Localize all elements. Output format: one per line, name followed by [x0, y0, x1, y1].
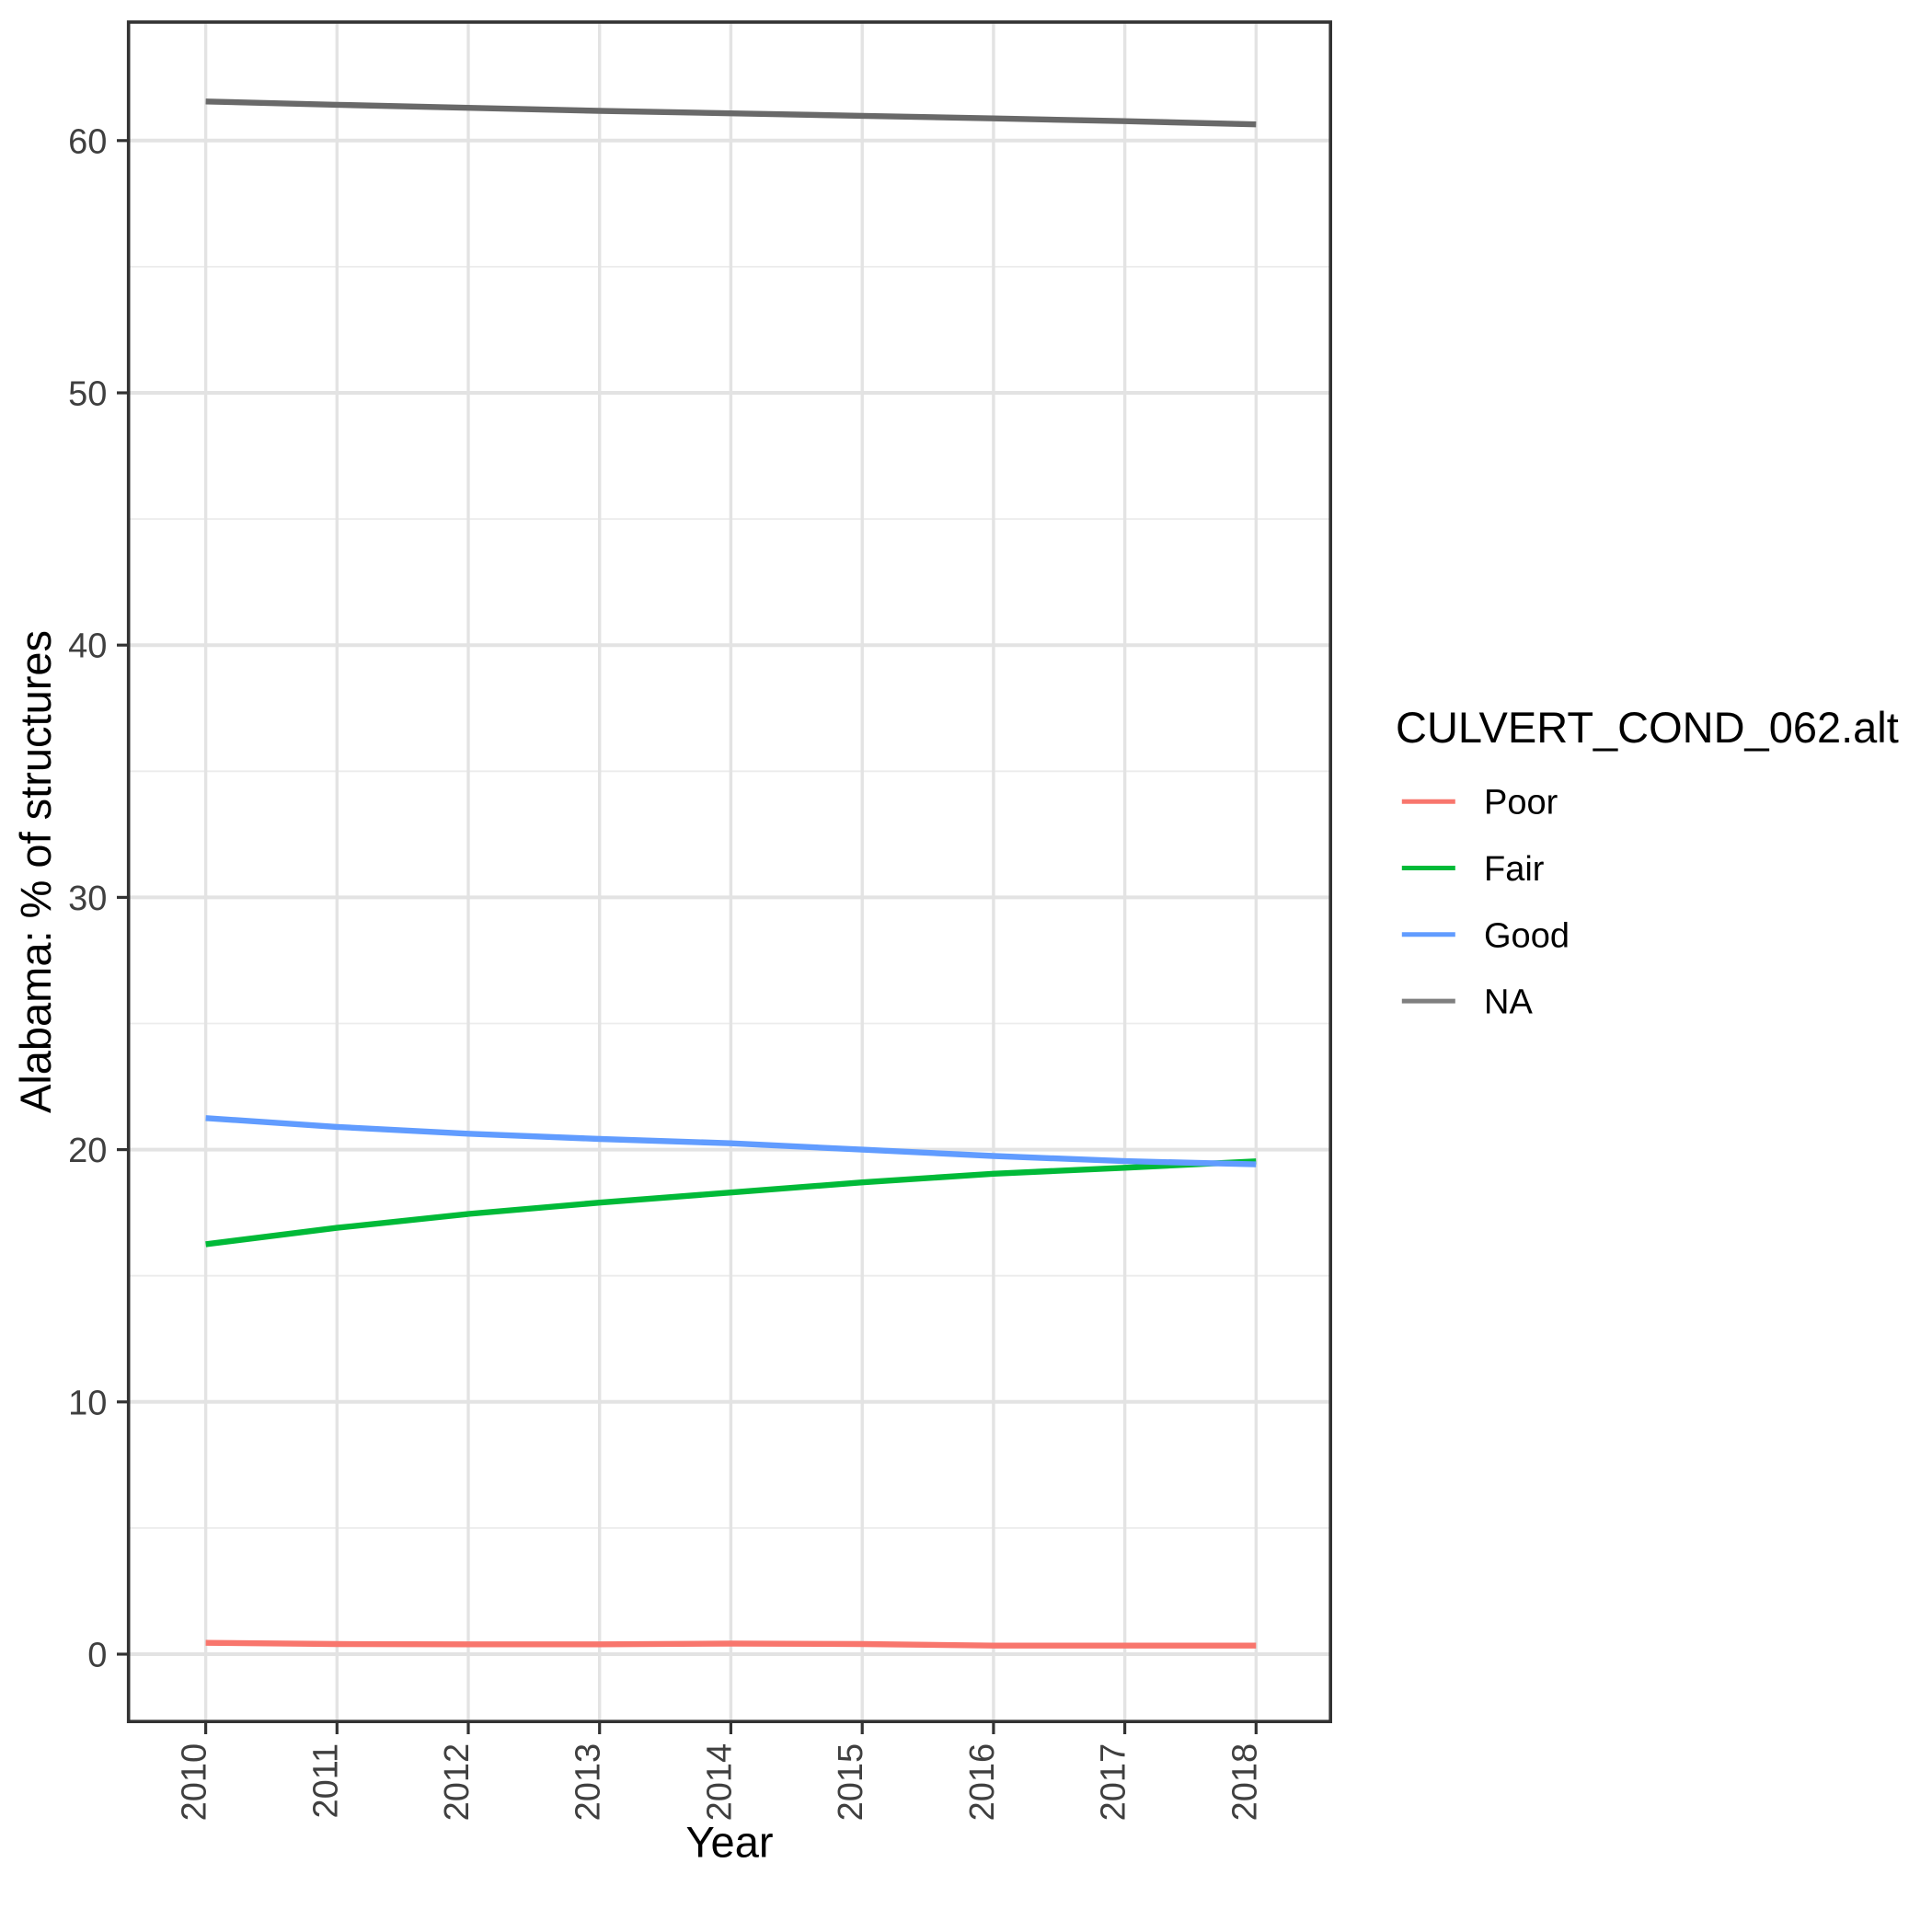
svg-text:50: 50	[68, 375, 107, 414]
svg-text:2013: 2013	[569, 1743, 608, 1822]
svg-text:0: 0	[87, 1637, 107, 1675]
svg-text:Fair: Fair	[1484, 850, 1545, 889]
svg-text:10: 10	[68, 1384, 107, 1422]
svg-text:Good: Good	[1484, 916, 1570, 955]
svg-text:20: 20	[68, 1132, 107, 1170]
svg-text:2012: 2012	[438, 1743, 477, 1822]
svg-text:Alabama: % of structures: Alabama: % of structures	[11, 630, 60, 1113]
svg-text:NA: NA	[1484, 983, 1533, 1022]
svg-text:2018: 2018	[1225, 1743, 1264, 1822]
svg-text:60: 60	[68, 122, 107, 161]
svg-text:2016: 2016	[963, 1743, 1002, 1822]
svg-text:2014: 2014	[700, 1743, 739, 1822]
svg-text:Year: Year	[686, 1818, 774, 1867]
svg-text:40: 40	[68, 627, 107, 666]
svg-text:30: 30	[68, 880, 107, 918]
svg-text:2017: 2017	[1095, 1743, 1133, 1822]
svg-text:CULVERT_COND_062.alt: CULVERT_COND_062.alt	[1396, 703, 1899, 752]
svg-text:2011: 2011	[306, 1743, 345, 1819]
svg-text:Poor: Poor	[1484, 784, 1558, 822]
svg-text:2015: 2015	[832, 1743, 870, 1822]
svg-text:2010: 2010	[176, 1743, 214, 1822]
